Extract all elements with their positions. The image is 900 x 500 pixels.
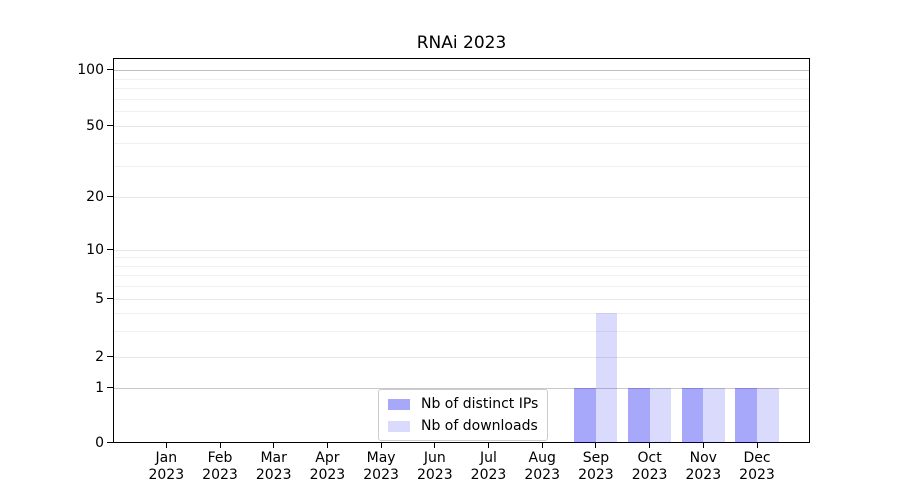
legend-label-0: Nb of distinct IPs (421, 396, 539, 412)
legend-item-1: Nb of downloads (388, 418, 538, 434)
y-tick-label-50: 50 (86, 118, 104, 134)
legend-label-1: Nb of downloads (421, 418, 538, 434)
y-tick-mark-2 (107, 356, 113, 357)
y-tick-mark-5 (107, 298, 113, 299)
legend-swatch-0 (388, 398, 410, 410)
y-tick-label-20: 20 (86, 189, 104, 205)
gridline-minor-8 (114, 265, 809, 267)
y-tick-label-0: 0 (95, 435, 104, 451)
bar-series0-month9 (628, 388, 650, 443)
x-tick-label-8: Sep 2023 (578, 450, 614, 483)
gridline-major-10 (114, 250, 809, 251)
y-tick-mark-1 (107, 387, 113, 388)
x-tick-label-7: Aug 2023 (524, 450, 560, 483)
x-tick-mark-1 (219, 443, 221, 448)
x-tick-label-1: Feb 2023 (202, 450, 238, 483)
y-tick-mark-10 (107, 249, 113, 250)
gridline-minor-40 (114, 143, 809, 145)
bar-series0-month10 (681, 388, 704, 443)
gridline-minor-60 (114, 111, 809, 113)
gridline-minor-70 (114, 98, 809, 100)
gridline-minor-80 (114, 88, 809, 90)
x-tick-mark-9 (649, 443, 651, 448)
bar-series1-month11 (757, 388, 779, 443)
x-tick-mark-10 (702, 443, 704, 448)
y-tick-mark-100 (107, 69, 113, 70)
x-tick-mark-2 (273, 443, 275, 448)
gridline-minor-90 (114, 78, 809, 80)
x-tick-label-4: May 2023 (363, 450, 399, 483)
gridline-major-5 (114, 299, 809, 300)
gridline-minor-3 (114, 331, 809, 333)
x-tick-mark-11 (756, 443, 758, 448)
y-tick-mark-20 (107, 196, 113, 197)
x-tick-label-5: Jun 2023 (416, 450, 453, 483)
x-tick-label-0: Jan 2023 (148, 450, 185, 483)
x-tick-mark-7 (541, 443, 543, 448)
x-tick-label-2: Mar 2023 (255, 450, 292, 483)
gridline-major-100 (114, 70, 809, 71)
legend: Nb of distinct IPs Nb of downloads (378, 389, 549, 441)
chart-title: RNAi 2023 (416, 33, 507, 53)
gridline-minor-9 (114, 257, 809, 259)
x-tick-label-3: Apr 2023 (309, 450, 346, 483)
bar-series0-month11 (735, 388, 757, 443)
gridline-major-20 (114, 197, 809, 198)
x-tick-mark-5 (434, 443, 436, 448)
y-tick-mark-0 (107, 442, 113, 443)
legend-item-0: Nb of distinct IPs (388, 396, 538, 412)
gridline-major-1 (114, 388, 809, 389)
x-tick-mark-4 (380, 443, 382, 448)
bar-series0-month8 (574, 388, 596, 443)
y-tick-label-2: 2 (95, 349, 104, 365)
x-tick-label-9: Oct 2023 (631, 450, 668, 483)
plot-area: Nb of distinct IPs Nb of downloads (113, 58, 810, 443)
x-tick-label-10: Nov 2023 (685, 450, 722, 483)
x-tick-mark-0 (165, 443, 167, 448)
y-tick-label-5: 5 (95, 291, 104, 307)
legend-swatch-1 (388, 420, 410, 432)
bar-series1-month8 (595, 313, 618, 443)
y-tick-label-10: 10 (86, 242, 104, 258)
gridline-major-2 (114, 357, 809, 358)
x-tick-mark-3 (326, 443, 328, 448)
gridline-major-50 (114, 126, 809, 127)
x-tick-label-6: Jul 2023 (470, 450, 507, 483)
gridline-minor-6 (114, 286, 809, 288)
y-tick-mark-50 (107, 125, 113, 126)
x-tick-mark-8 (595, 443, 597, 448)
x-tick-mark-6 (488, 443, 489, 448)
y-tick-label-1: 1 (95, 380, 104, 396)
x-tick-label-11: Dec 2023 (739, 450, 775, 483)
bar-series1-month10 (703, 388, 725, 443)
gridline-minor-30 (114, 165, 809, 167)
y-tick-label-100: 100 (77, 62, 104, 78)
gridline-minor-7 (114, 275, 809, 277)
bar-series1-month9 (649, 388, 672, 443)
gridline-minor-4 (114, 313, 809, 315)
